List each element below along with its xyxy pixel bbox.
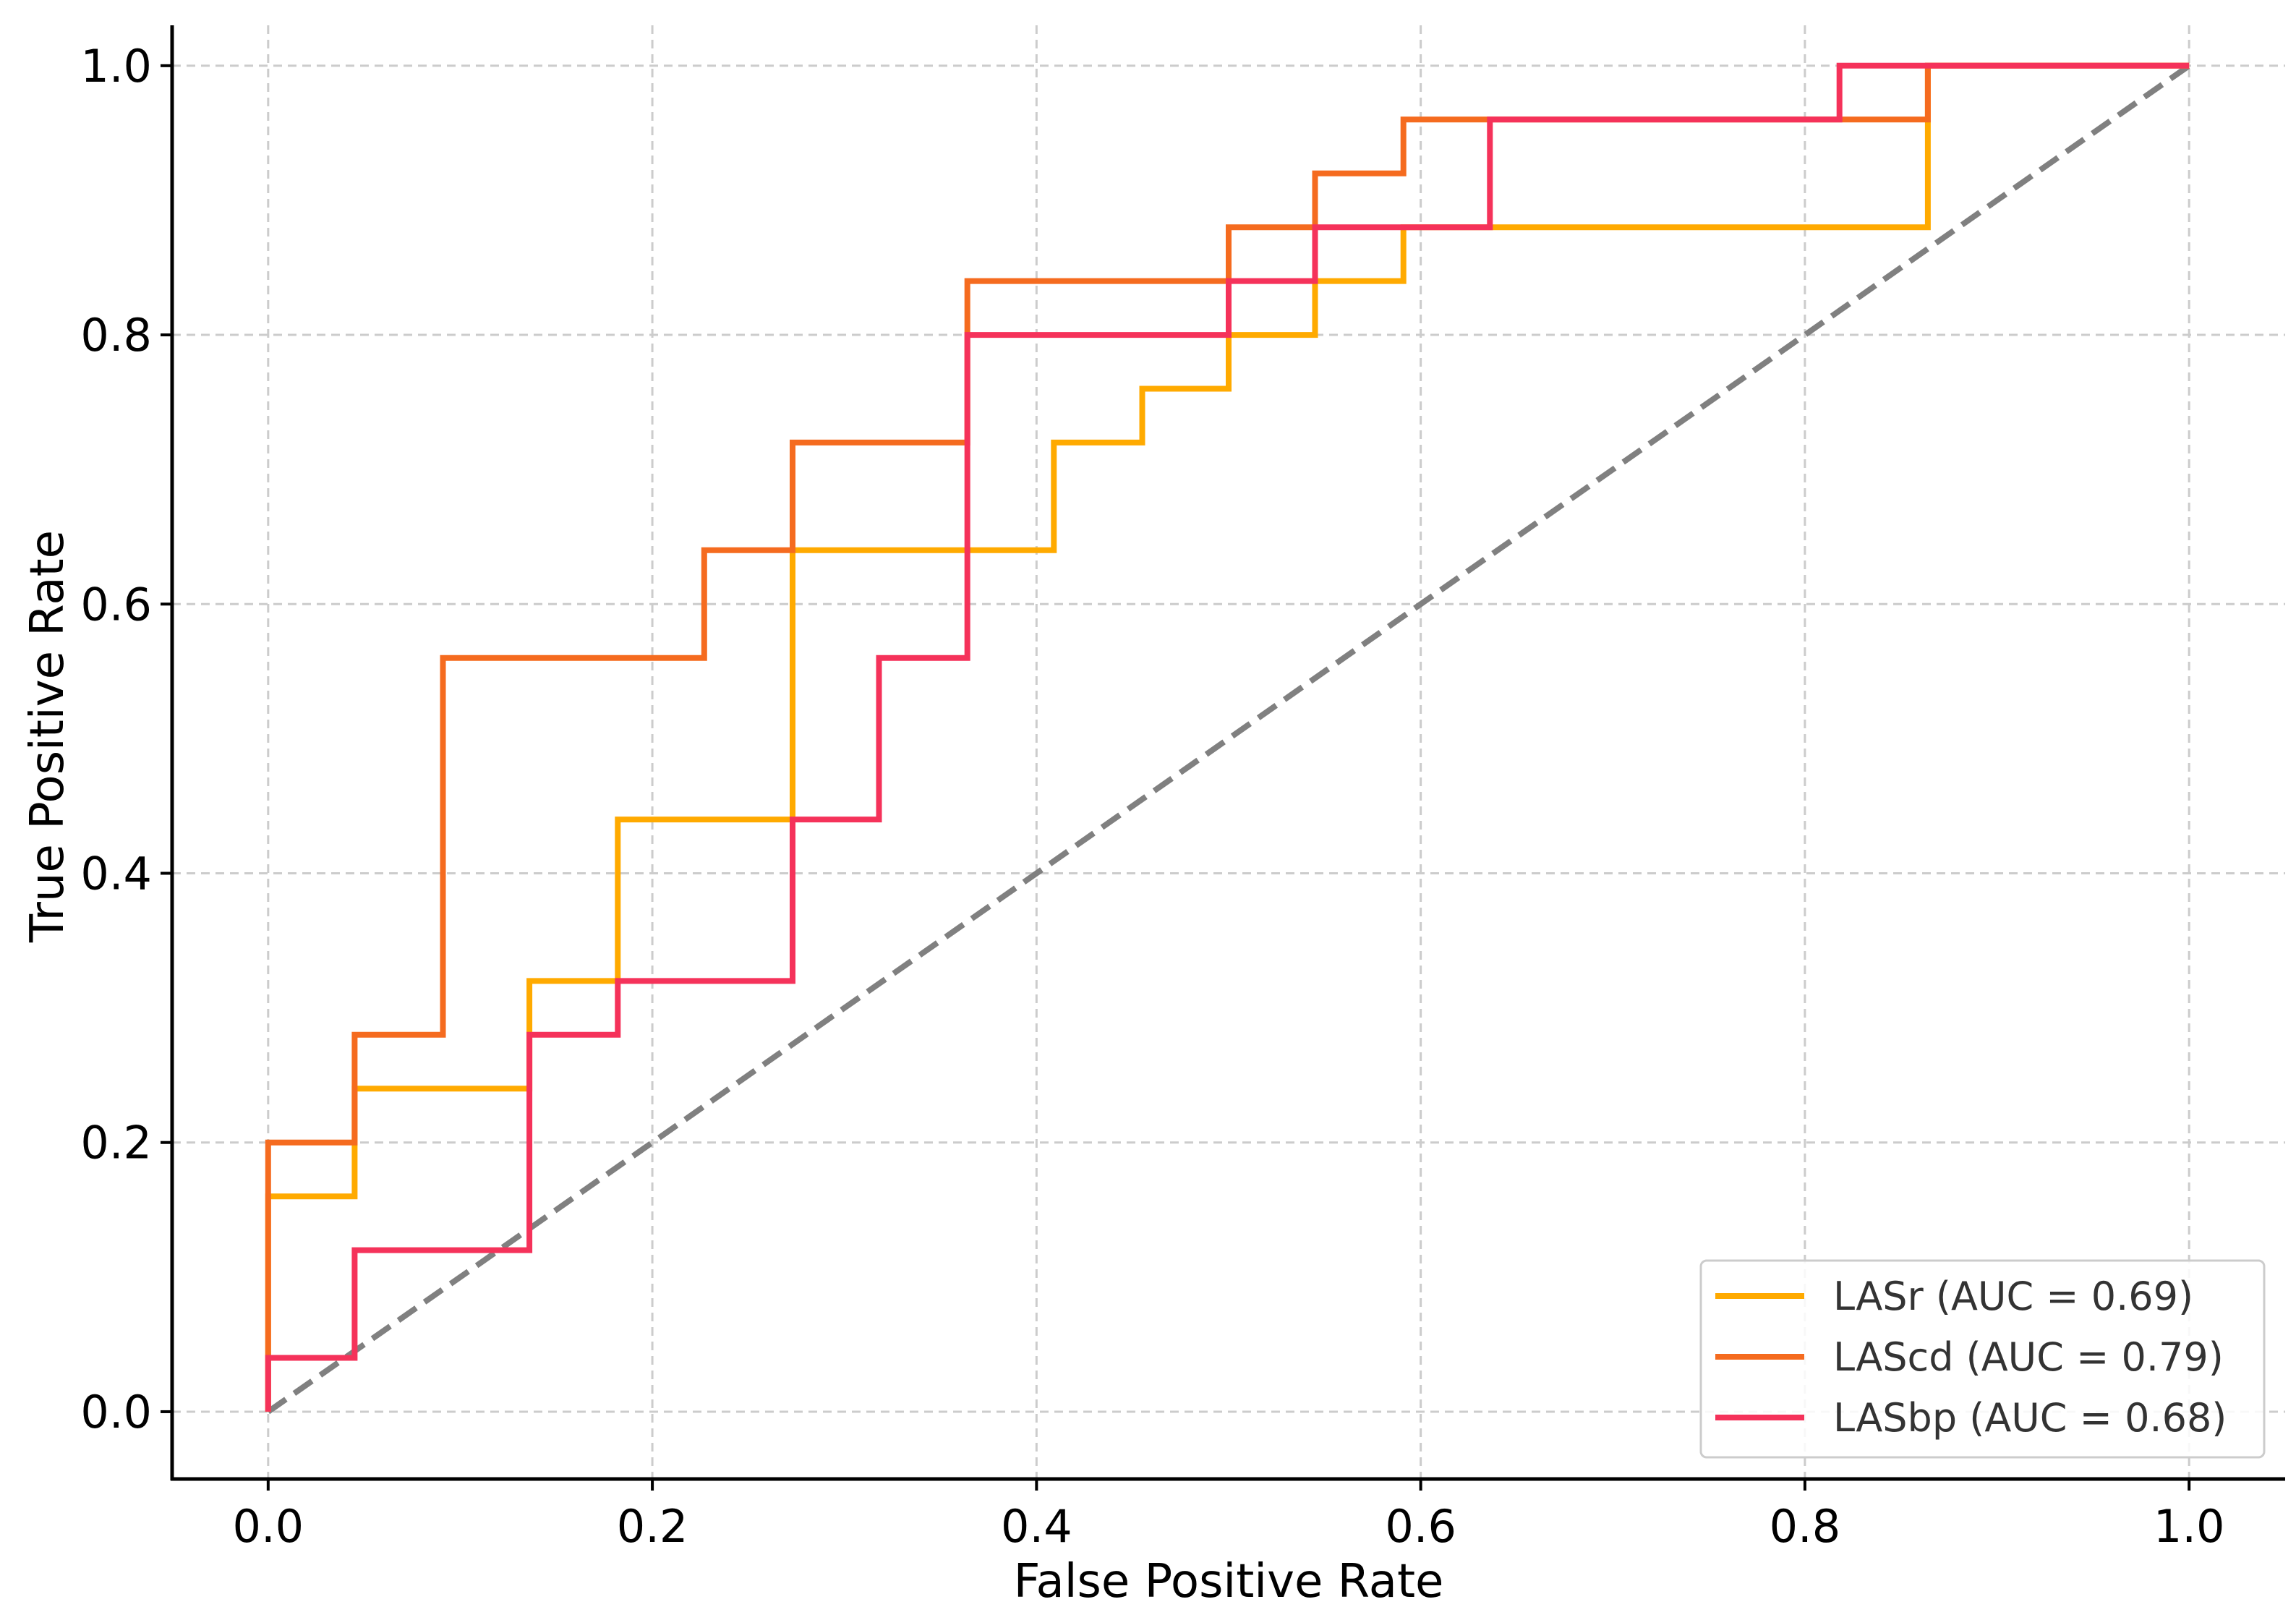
y-tick-label-2: 0.4 — [80, 848, 152, 900]
ticks: 0.0 0.2 0.4 0.6 0.8 1.0 0.0 0.2 0.4 0.6 0.8 1.0 — [80, 40, 2224, 1553]
y-axis-label: True Positive Rate — [21, 530, 74, 943]
legend-label-lasr: LASr (AUC = 0.69) — [1833, 1274, 2193, 1319]
x-axis-label: False Positive Rate — [1014, 1555, 1444, 1607]
legend: LASr (AUC = 0.69) LAScd (AUC = 0.79) LAS… — [1699, 1259, 2266, 1459]
roc-line-lasbp — [265, 62, 2190, 1412]
axes — [170, 25, 2285, 1481]
x-tick-label-1: 0.2 — [617, 1500, 688, 1553]
x-tick-label-4: 0.8 — [1770, 1500, 1841, 1553]
y-tick-label-4: 0.8 — [80, 309, 152, 362]
legend-label-lasbp: LASbp (AUC = 0.68) — [1833, 1395, 2227, 1441]
x-tick-label-2: 0.4 — [1001, 1500, 1072, 1553]
roc-line-lasr — [265, 62, 2190, 1412]
reference-line-group — [266, 63, 2191, 1415]
y-tick-label-3: 0.6 — [80, 578, 152, 631]
y-tick-label-5: 1.0 — [80, 40, 152, 93]
x-tick-label-0: 0.0 — [233, 1500, 304, 1553]
y-tick-label-1: 0.2 — [80, 1117, 152, 1169]
x-tick-label-5: 1.0 — [2154, 1500, 2225, 1553]
legend-box — [1699, 1259, 2266, 1459]
y-tick-label-0: 0.0 — [80, 1386, 152, 1438]
x-tick-label-3: 0.6 — [1385, 1500, 1456, 1553]
legend-label-lascd: LAScd (AUC = 0.79) — [1833, 1334, 2224, 1380]
chance-reference-line — [266, 63, 2191, 1415]
series-group — [265, 62, 2190, 1412]
